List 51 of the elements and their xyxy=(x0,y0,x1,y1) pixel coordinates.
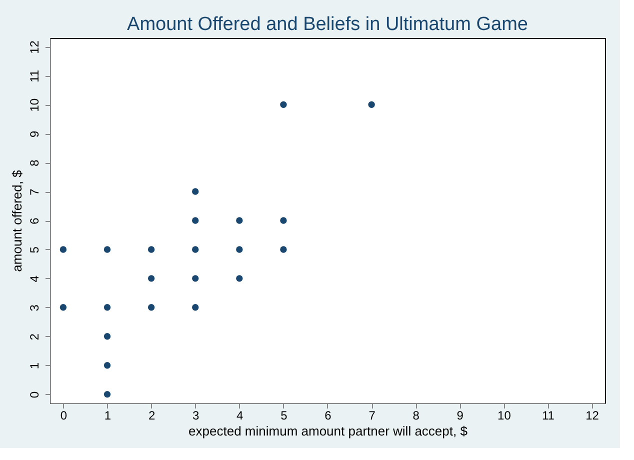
x-tick-label: 1 xyxy=(104,408,112,422)
y-tick-label: 2 xyxy=(28,333,42,340)
point xyxy=(60,246,67,253)
point xyxy=(280,217,287,224)
point xyxy=(280,246,287,253)
x-tick-label: 8 xyxy=(412,408,420,422)
point xyxy=(192,217,199,224)
y-tick-label: 3 xyxy=(28,304,42,312)
x-tick-label: 10 xyxy=(498,408,512,422)
point xyxy=(104,362,111,369)
point xyxy=(104,390,111,398)
y-tick-label: 7 xyxy=(28,188,42,196)
point xyxy=(192,275,199,282)
x-tick-label: 4 xyxy=(236,408,244,422)
point xyxy=(280,101,287,108)
point xyxy=(104,246,111,253)
y-tick-label: 9 xyxy=(28,130,42,138)
y-tick-label: 5 xyxy=(28,246,42,254)
point xyxy=(236,275,243,282)
point xyxy=(104,304,111,311)
point xyxy=(192,188,199,195)
y-tick-label: 11 xyxy=(28,70,42,82)
y-axis-title: amount offered, $ xyxy=(10,169,24,272)
point xyxy=(368,101,375,108)
x-tick-label: 5 xyxy=(280,408,288,422)
y-tick-label: 4 xyxy=(28,275,42,282)
x-tick-label: 2 xyxy=(148,408,156,422)
y-tick-label: 8 xyxy=(28,159,42,166)
point xyxy=(148,304,155,311)
x-tick-label: 11 xyxy=(542,408,555,422)
y-tick-label: 10 xyxy=(28,98,42,112)
point xyxy=(192,246,199,253)
x-tick-label: 3 xyxy=(192,408,200,422)
point xyxy=(104,333,111,340)
point xyxy=(236,246,243,253)
y-tick-label: 0 xyxy=(28,391,42,398)
point xyxy=(60,304,67,311)
y-tick-label: 6 xyxy=(28,217,42,224)
x-axis-title: expected minimum amount partner will accept, $ xyxy=(188,424,468,438)
y-tick-label: 1 xyxy=(28,362,42,370)
x-tick-label: 12 xyxy=(586,408,600,422)
x-tick-label: 0 xyxy=(60,408,68,422)
x-tick-label: 9 xyxy=(456,408,464,422)
point xyxy=(148,275,155,282)
chart-title: Amount Offered and Beliefs in Ultimatum Game xyxy=(127,14,528,35)
point xyxy=(192,304,199,311)
x-tick-label: 7 xyxy=(368,408,376,422)
point xyxy=(148,246,155,253)
x-tick-label: 6 xyxy=(324,408,332,422)
y-tick-label: 12 xyxy=(28,40,42,54)
point xyxy=(236,217,243,224)
